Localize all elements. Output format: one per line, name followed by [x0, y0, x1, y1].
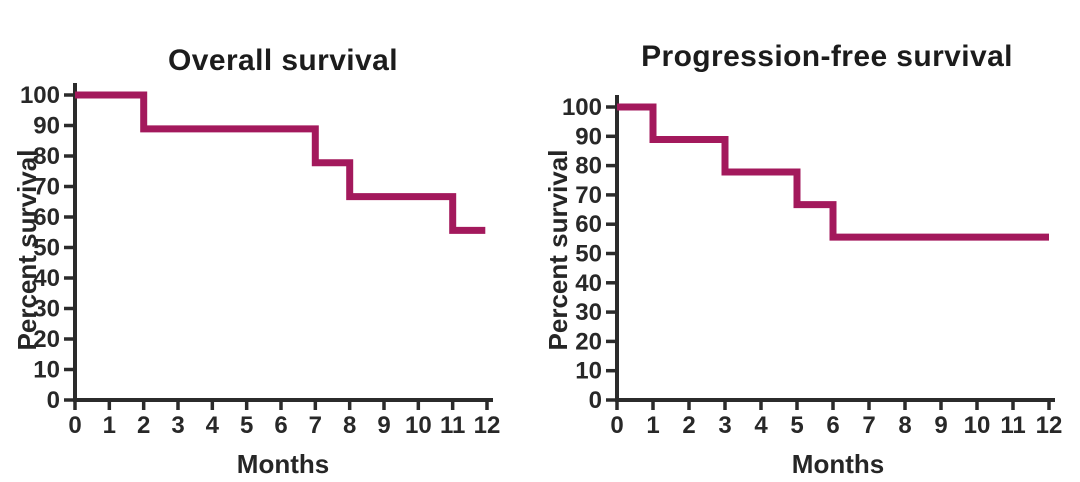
y-tick-label: 60 [575, 211, 602, 238]
y-tick-label: 80 [575, 153, 602, 180]
x-tick-label: 9 [934, 412, 947, 439]
x-tick-label: 5 [790, 412, 803, 439]
x-axis-label: Months [236, 449, 330, 479]
x-tick-label: 6 [274, 412, 287, 439]
x-tick-label: 12 [1036, 412, 1063, 439]
y-tick-label: 70 [575, 182, 602, 209]
x-tick-label: 2 [682, 412, 695, 439]
x-tick-label: 7 [862, 412, 875, 439]
x-tick-label: 0 [610, 412, 623, 439]
x-tick-label: 3 [718, 412, 731, 439]
x-tick-label: 8 [898, 412, 911, 439]
x-tick-label: 11 [1000, 412, 1025, 439]
x-tick-label: 1 [103, 412, 116, 439]
x-tick-label: 12 [474, 412, 501, 439]
x-tick-label: 8 [343, 412, 356, 439]
y-tick-label: 90 [575, 123, 602, 150]
y-tick-label: 80 [33, 143, 60, 170]
chart-title: Progression-free survival [641, 40, 1013, 73]
x-tick-label: 3 [171, 412, 184, 439]
survival-curve [617, 103, 1049, 241]
y-tick-label: 10 [33, 357, 60, 384]
x-tick-label: 0 [68, 412, 81, 439]
chart-title: Overall survival [168, 44, 398, 77]
x-tick-label: 1 [646, 412, 659, 439]
y-tick-label: 100 [20, 82, 60, 109]
y-tick-label: 40 [575, 270, 602, 297]
y-tick-label: 90 [33, 113, 60, 140]
y-tick-label: 0 [589, 387, 602, 414]
x-tick-label: 9 [377, 412, 390, 439]
x-tick-label: 7 [309, 412, 322, 439]
progression-free-survival-chart: Progression-free survival Percent surviv… [540, 0, 1080, 482]
x-tick-label: 6 [826, 412, 839, 439]
y-tick-label: 0 [47, 387, 60, 414]
y-tick-label: 50 [575, 241, 602, 268]
y-tick-label: 30 [575, 299, 602, 326]
y-tick-label: 50 [33, 235, 60, 262]
x-tick-label: 11 [440, 412, 465, 439]
x-tick-label: 4 [754, 412, 768, 439]
y-tick-label: 10 [575, 358, 602, 385]
y-tick-label: 20 [33, 326, 60, 353]
x-tick-label: 10 [405, 412, 432, 439]
y-tick-label: 40 [33, 265, 60, 292]
y-tick-label: 60 [33, 204, 60, 231]
x-tick-label: 2 [137, 412, 150, 439]
y-tick-label: 100 [562, 94, 602, 121]
x-axis-label: Months [791, 449, 885, 479]
survival-curve [75, 91, 486, 234]
x-tick-label: 10 [964, 412, 991, 439]
x-tick-label: 5 [240, 412, 253, 439]
y-tick-label: 70 [33, 174, 60, 201]
x-tick-label: 4 [206, 412, 220, 439]
y-tick-label: 20 [575, 328, 602, 355]
y-tick-label: 30 [33, 296, 60, 323]
